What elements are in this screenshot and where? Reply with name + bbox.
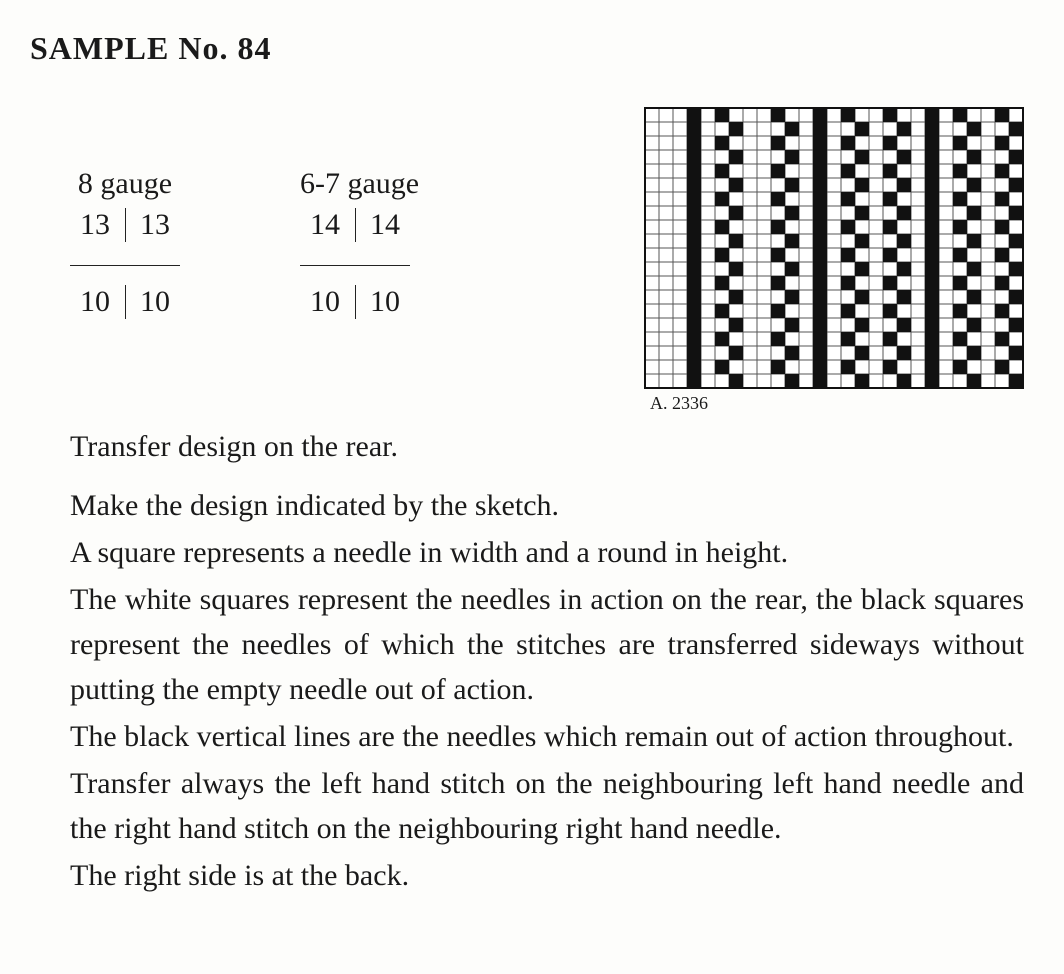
- gauge-67-bottom-right: 10: [370, 285, 400, 319]
- chart-wrap: A. 2336: [644, 107, 1024, 414]
- gauge-67-top-right: 14: [370, 208, 400, 242]
- gauge-block-8: 8 gauge 13 13 10 10: [70, 167, 180, 319]
- gauge-67-bottom-left: 10: [310, 285, 340, 319]
- gauge-67-vsep-top: [355, 208, 356, 242]
- gauge-8-bottom-right: 10: [140, 285, 170, 319]
- instruction-p6: The right side is at the back.: [70, 853, 1024, 898]
- instruction-p3: The white squares represent the needles …: [70, 577, 1024, 712]
- gauge-8-vsep-bottom: [125, 285, 126, 319]
- gauge-8-bottom-left: 10: [80, 285, 110, 319]
- gauge-67-hrule: [300, 265, 410, 266]
- gauge-8-top-right: 13: [140, 208, 170, 242]
- instruction-p2: A square represents a needle in width an…: [70, 530, 1024, 575]
- gauge-8-vsep-top: [125, 208, 126, 242]
- instruction-p0: Transfer design on the rear.: [70, 424, 1024, 469]
- gauge-8-hrule: [70, 265, 180, 266]
- gauge-block-67: 6-7 gauge 14 14 10 10: [300, 167, 419, 319]
- gauge-label-8: 8 gauge: [70, 167, 180, 201]
- chart-caption: A. 2336: [644, 393, 1024, 414]
- gauge-67-vsep-bottom: [355, 285, 356, 319]
- gauge-label-67: 6-7 gauge: [300, 167, 419, 201]
- knitting-chart: [644, 107, 1024, 389]
- instruction-p1: Make the design indicated by the sketch.: [70, 483, 1024, 528]
- instruction-p4: The black vertical lines are the needles…: [70, 714, 1024, 759]
- instruction-p5: Transfer always the left hand stitch on …: [70, 761, 1024, 851]
- gauge-67-top-left: 14: [310, 208, 340, 242]
- top-row: 8 gauge 13 13 10 10 6-7 gauge 14 14 10 1…: [30, 107, 1034, 414]
- instructions: Transfer design on the rear. Make the de…: [30, 424, 1034, 898]
- gauge-grid-67: 14 14 10 10: [300, 205, 419, 319]
- gauge-grid-8: 13 13 10 10: [70, 205, 180, 319]
- gauge-8-top-left: 13: [80, 208, 110, 242]
- gauges-container: 8 gauge 13 13 10 10 6-7 gauge 14 14 10 1…: [30, 107, 419, 319]
- sample-title: SAMPLE No. 84: [30, 30, 1034, 67]
